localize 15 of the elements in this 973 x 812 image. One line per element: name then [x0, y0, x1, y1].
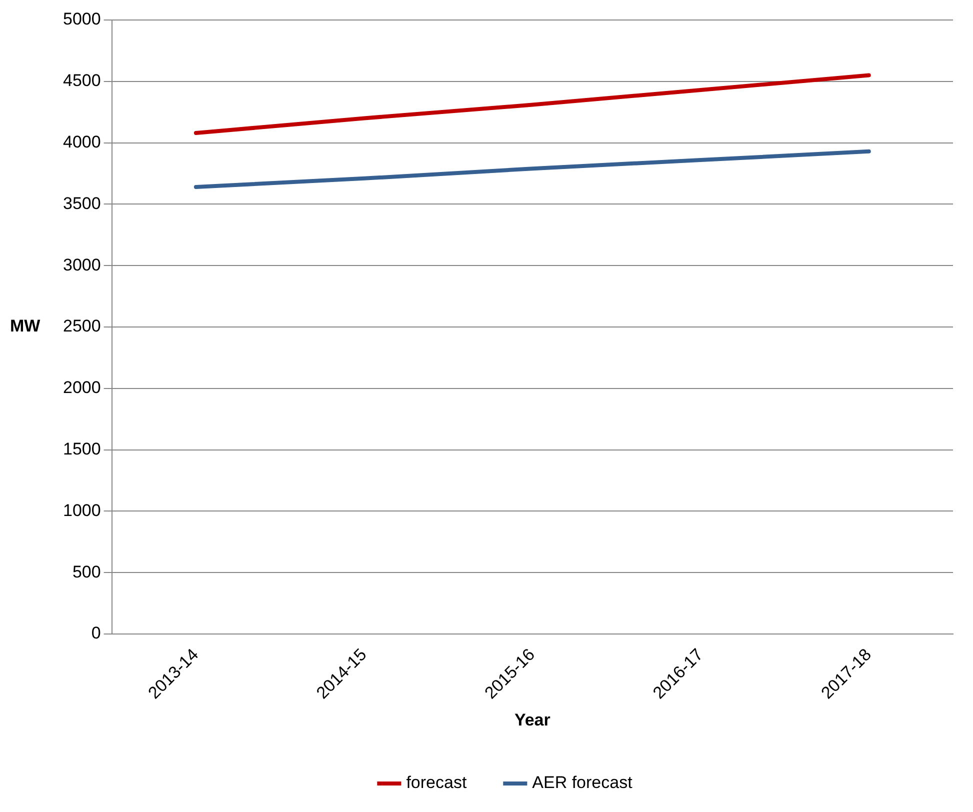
y-tick-label: 500: [72, 562, 101, 582]
y-tick-label: 1000: [62, 500, 101, 520]
y-tick-label: 3500: [62, 194, 101, 213]
y-axis-title: MW: [10, 316, 42, 336]
legend-label: forecast: [406, 773, 467, 792]
y-tick-label: 2000: [62, 378, 101, 398]
x-axis-title: Year: [514, 710, 551, 730]
y-tick-label: 0: [91, 624, 101, 643]
y-tick-label: 1500: [62, 440, 101, 459]
legend-label: AER forecast: [532, 773, 633, 792]
y-tick-label: 3000: [62, 255, 101, 274]
y-tick-label: 4500: [62, 71, 101, 90]
y-tick-label: 5000: [62, 10, 101, 29]
y-tick-label: 2500: [62, 316, 101, 336]
y-tick-label: 4000: [62, 132, 101, 152]
